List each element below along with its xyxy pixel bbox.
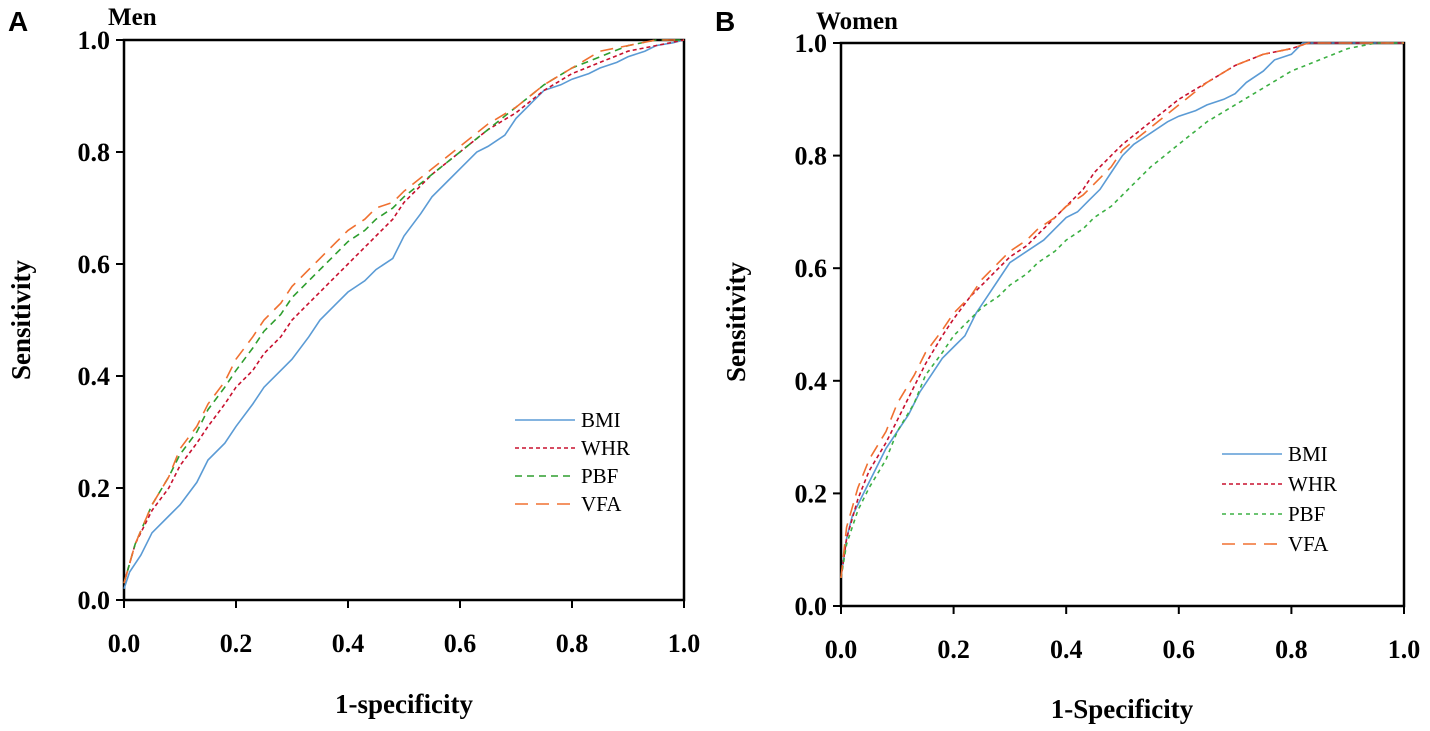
chart-title: Men (108, 4, 157, 31)
y-tick-label: 0.8 (795, 142, 828, 171)
panel-b: B Women 0.0 0.2 0.4 0.6 0.8 1.0 0.00.20.40.60… (715, 6, 1420, 724)
legend-label-vfa: VFA (1288, 532, 1329, 556)
x-tick-label: 0.6 (1163, 635, 1196, 664)
x-tick-label: 0.2 (937, 635, 970, 664)
y-tick-label: 1.0 (795, 29, 828, 58)
plot-area: 0.0 0.2 0.4 0.6 0.8 1.0 0.0 0.2 0.4 0.6 0.8 1.0 (795, 29, 1421, 664)
y-axis-ticks: 0.0 0.2 0.4 0.6 0.8 1.0 (795, 29, 841, 621)
y-tick-label: 0.4 (78, 362, 111, 391)
x-tick-label: 0.4 (332, 629, 365, 658)
x-tick-label: 0.0 (825, 635, 858, 664)
legend-label-pbf: PBF (581, 464, 618, 488)
plot-area: 0.0 0.2 0.4 0.6 0.8 1.0 0.0 0.2 0.4 0.6 0.8 1.0 (78, 26, 701, 658)
series-lines (840, 42, 1404, 579)
y-tick-label: 0.0 (78, 586, 111, 615)
panel-label: A (8, 6, 28, 37)
y-tick-label: 1.0 (78, 26, 111, 55)
y-axis-ticks: 0.0 0.2 0.4 0.6 0.8 1.0 (78, 26, 124, 615)
x-tick-label: 1.0 (668, 629, 701, 658)
series-line-vfa (123, 39, 684, 584)
x-tick-label: 0.8 (556, 629, 589, 658)
x-tick-label: 0.8 (1275, 635, 1308, 664)
series-lines (123, 39, 685, 590)
series-line-pbf (123, 39, 684, 584)
legend-label-bmi: BMI (1288, 442, 1328, 466)
y-axis-label: Sensitivity (6, 259, 36, 380)
legend-label-pbf: PBF (1288, 502, 1325, 526)
series-line-whr (840, 42, 1404, 579)
x-tick-label: 0.0 (108, 629, 141, 658)
legend-label-whr: WHR (581, 436, 630, 460)
x-axis-ticks: 0.0 0.2 0.4 0.6 0.8 1.0 (108, 600, 701, 658)
series-line-whr (123, 39, 685, 584)
x-tick-label: 0.2 (220, 629, 253, 658)
y-tick-label: 0.2 (78, 474, 111, 503)
legend-label-vfa: VFA (581, 492, 622, 516)
y-tick-label: 0.4 (795, 367, 828, 396)
series-line-vfa (840, 42, 1404, 578)
plot-frame (122, 38, 686, 602)
panel-a: A Men 0.0 0.2 0.4 0.6 0.8 1.0 0.0 0.2 0.4 0.6 0.8… (6, 4, 700, 719)
legend-label-bmi: BMI (581, 408, 621, 432)
series-line-pbf (840, 42, 1404, 579)
y-tick-label: 0.6 (78, 250, 111, 279)
x-tick-label: 0.4 (1050, 635, 1083, 664)
y-tick-label: 0.6 (795, 254, 828, 283)
y-tick-label: 0.2 (795, 479, 828, 508)
x-tick-label: 1.0 (1388, 635, 1421, 664)
x-axis-ticks: 0.0 0.2 0.4 0.6 0.8 1.0 (825, 606, 1421, 664)
legend-label-whr: WHR (1288, 472, 1337, 496)
series-line-bmi (840, 42, 1404, 579)
series-line-bmi (123, 39, 685, 590)
plot-frame (839, 41, 1406, 608)
y-tick-label: 0.0 (795, 592, 828, 621)
y-tick-label: 0.8 (78, 138, 111, 167)
x-tick-label: 0.6 (444, 629, 477, 658)
legend: BMI WHR PBF VFA (515, 408, 630, 516)
x-axis-label: 1-Specificity (1051, 694, 1194, 724)
chart-title: Women (816, 8, 898, 35)
y-axis-label: Sensitivity (721, 261, 751, 382)
panel-label: B (715, 6, 735, 37)
x-axis-label: 1-specificity (335, 689, 473, 719)
legend: BMI WHR PBF VFA (1222, 442, 1337, 556)
